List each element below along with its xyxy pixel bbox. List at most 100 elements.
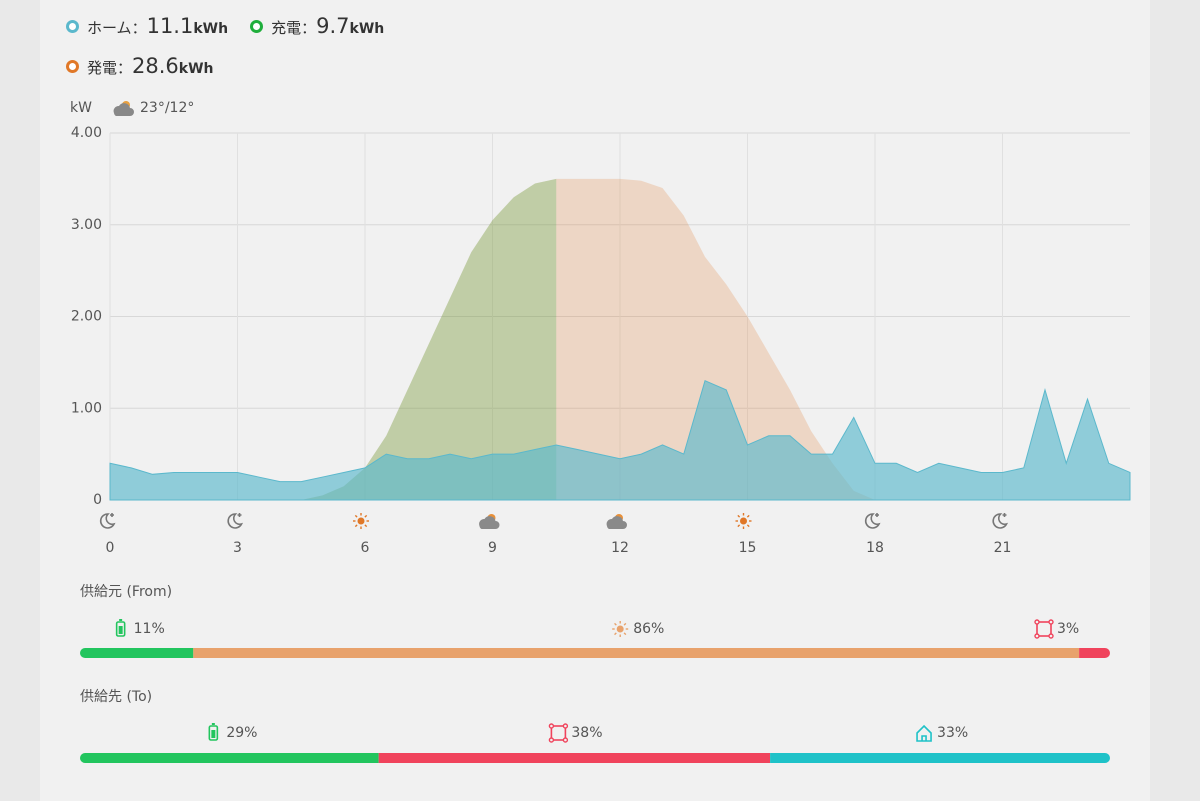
x-tick-label: 9 (488, 540, 497, 556)
battery-body (208, 725, 219, 741)
grid-node (562, 737, 569, 743)
moon-shape (864, 513, 881, 529)
legend-name: 発電 (87, 59, 118, 77)
bar-label: 29% (226, 725, 257, 741)
sun-ray (354, 524, 358, 528)
sun-ray (364, 514, 368, 518)
legend-separator: ： (301, 19, 317, 37)
grid-node (1034, 619, 1040, 625)
bar-label: 86% (633, 621, 664, 637)
legend-dot (250, 19, 264, 33)
sun-ray (737, 514, 741, 518)
battery-icon (115, 619, 126, 637)
grid-icon (1034, 619, 1054, 639)
grid-node (1034, 633, 1040, 639)
sun-core (740, 517, 747, 525)
legend-total: 9.7 (316, 14, 350, 38)
home-shape (916, 724, 932, 742)
sun-ray (623, 622, 627, 626)
moon-icon (864, 513, 881, 529)
x-tick-label: 6 (361, 540, 370, 556)
sun-ray (614, 622, 617, 626)
bar-segment (193, 648, 1080, 658)
sun-ray (746, 524, 750, 528)
legend-dot (66, 59, 79, 73)
star (110, 513, 114, 517)
y-tick-label: 0 (93, 492, 102, 508)
cloud-sun-icon (606, 514, 627, 529)
bar-segment (1079, 648, 1110, 658)
x-tick-label: 12 (611, 540, 629, 556)
weather-icon (113, 101, 134, 116)
cloud (479, 516, 500, 529)
sun-ray (737, 524, 741, 528)
bar-segment (80, 753, 379, 763)
moon-shape (992, 513, 1009, 529)
sun-core (357, 517, 365, 525)
bar-title: 供給先 (To) (80, 689, 152, 705)
grid-icon (548, 723, 569, 743)
bar-label: 38% (571, 725, 602, 741)
sun-ray (354, 514, 358, 518)
home-icon (916, 724, 932, 742)
cloud-sun-icon (479, 514, 500, 529)
y-tick-label: 2.00 (71, 309, 102, 325)
bar-title: 供給元 (From) (80, 584, 172, 600)
sun-ray (614, 632, 617, 636)
legend-item: ホーム： 11.1 kWh (66, 14, 228, 38)
bar-segment (770, 753, 1110, 763)
bar-segment (378, 753, 771, 763)
y-tick-label: 1.00 (71, 400, 102, 416)
legend-dot (66, 19, 79, 33)
battery-level (211, 730, 216, 738)
x-tick-label: 0 (106, 540, 115, 556)
moon-icon (99, 513, 116, 529)
sun-ray (623, 632, 627, 636)
grid-node (548, 723, 555, 729)
legend-separator: ： (131, 19, 147, 37)
grid-frame (550, 725, 567, 741)
legend-name: ホーム (87, 19, 132, 37)
moon-shape (227, 513, 244, 529)
bar-label: 3% (1057, 621, 1079, 637)
star (875, 513, 879, 517)
cloud (606, 516, 627, 529)
x-tick-label: 15 (739, 540, 757, 556)
stacked-bar (80, 648, 1110, 658)
legend-unit: kWh (349, 21, 385, 37)
bar-label: 11% (134, 621, 165, 637)
moon-icon (227, 513, 244, 529)
grid-node (1048, 619, 1054, 625)
area-1 (110, 178, 557, 500)
legend: ホーム： 11.1 kWh 充電： 9.7 kWh 発電： 28.6 kWh (66, 14, 486, 78)
battery-body (115, 621, 126, 637)
star (237, 513, 242, 517)
area-0 (109, 380, 1131, 501)
legend-name: 充電 (271, 19, 302, 37)
legend-item: 発電： 28.6 kWh (66, 54, 214, 78)
legend-total: 11.1 (146, 14, 194, 38)
moon-shape (99, 513, 116, 529)
sun-icon (353, 513, 369, 529)
moon-icon (992, 513, 1009, 529)
legend-separator: ： (117, 59, 133, 77)
y-axis-label: kW (70, 100, 92, 116)
y-tick-label: 4.00 (71, 125, 102, 141)
bar-segment (80, 648, 194, 658)
legend-unit: kWh (178, 61, 214, 77)
legend-item: 充電： 9.7 kWh (250, 14, 384, 38)
sun-core (616, 625, 624, 633)
star (1002, 513, 1007, 517)
legend-total: 28.6 (132, 54, 179, 78)
legend-unit: kWh (193, 21, 229, 37)
x-tick-label: 3 (233, 540, 242, 556)
x-tick-label: 18 (866, 540, 884, 556)
grid-node (562, 723, 569, 729)
x-tick-label: 21 (994, 540, 1012, 556)
bar-label: 33% (937, 725, 968, 741)
sun-ray (746, 514, 750, 518)
area-2 (110, 178, 1130, 500)
weather-text: 23°/12° (140, 100, 194, 116)
grid-node (548, 737, 555, 743)
